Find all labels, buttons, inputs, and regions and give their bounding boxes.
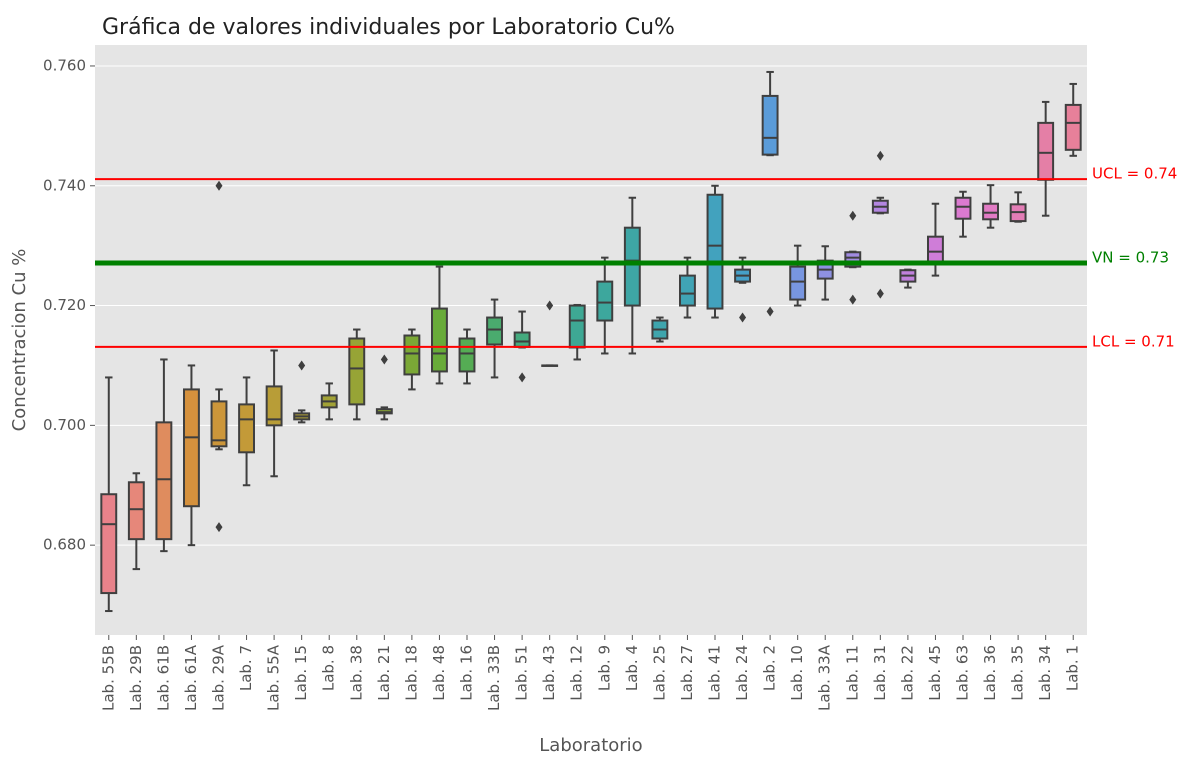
box <box>679 274 696 307</box>
box <box>706 193 724 310</box>
x-tick-label: Lab. 10 <box>788 645 806 701</box>
box <box>982 202 999 221</box>
box <box>623 226 641 307</box>
box <box>183 388 200 508</box>
x-tick-label: Lab. 36 <box>981 645 999 701</box>
reference-label: UCL = 0.74 <box>1092 165 1177 183</box>
x-tick-label: Lab. 16 <box>458 645 476 701</box>
y-tick-label: 0.720 <box>43 296 86 314</box>
x-tick-label: Lab. 41 <box>706 645 724 701</box>
x-tick-label: Lab. 33A <box>816 644 834 711</box>
x-tick-label: Lab. 21 <box>375 645 393 701</box>
x-tick-label: Lab. 29B <box>127 645 145 711</box>
box <box>954 196 972 220</box>
x-tick-label: Lab. 29A <box>210 644 228 711</box>
outlier <box>849 294 857 305</box>
x-tick-label: Lab. 38 <box>347 645 365 701</box>
box <box>596 280 614 322</box>
x-tick-label: Lab. 9 <box>595 645 613 691</box>
reference-label: LCL = 0.71 <box>1092 332 1175 350</box>
chart-title: Gráfica de valores individuales por Labo… <box>102 15 675 40</box>
x-tick-label: Lab. 2 <box>761 645 779 691</box>
box <box>403 334 421 376</box>
box <box>927 235 944 265</box>
box <box>513 331 531 348</box>
plot-area <box>95 45 1087 635</box>
outlier <box>876 288 884 299</box>
y-axis-label: Concentracion Cu % <box>9 249 30 432</box>
outlier <box>215 522 223 533</box>
y-tick-label: 0.760 <box>43 56 86 74</box>
x-tick-label: Lab. 63 <box>954 645 972 701</box>
x-tick-label: Lab. 24 <box>733 645 751 701</box>
x-tick-label: Lab. 7 <box>237 645 255 691</box>
x-tick-label: Lab. 51 <box>513 645 531 701</box>
box <box>100 493 118 595</box>
x-tick-label: Lab. 12 <box>568 645 586 701</box>
x-tick-label: Lab. 48 <box>430 645 448 701</box>
x-tick-label: Lab. 15 <box>292 645 310 701</box>
x-tick-label: Lab. 33B <box>485 645 503 711</box>
x-tick-label: Lab. 8 <box>320 645 338 691</box>
x-tick-label: Lab. 61B <box>154 645 172 711</box>
box <box>458 337 476 373</box>
x-tick-label: Lab. 31 <box>871 645 889 701</box>
x-tick-label: Lab. 11 <box>843 645 861 701</box>
box <box>127 481 145 541</box>
x-tick-label: Lab. 55B <box>99 645 117 711</box>
x-tick-label: Lab. 18 <box>402 645 420 701</box>
x-tick-label: Lab. 4 <box>623 645 641 691</box>
box <box>210 400 228 448</box>
outlier <box>766 306 774 317</box>
outlier <box>876 150 884 161</box>
outlier <box>298 360 306 371</box>
x-tick-label: Lab. 45 <box>926 645 944 701</box>
box <box>1037 121 1055 181</box>
box <box>238 403 255 454</box>
box <box>1064 103 1082 151</box>
box <box>265 385 283 427</box>
box <box>789 265 807 301</box>
x-tick-label: Lab. 27 <box>678 645 696 701</box>
outlier <box>546 300 554 311</box>
x-tick-label: Lab. 61A <box>182 644 200 711</box>
box <box>431 307 448 373</box>
x-axis-label: Laboratorio <box>539 735 642 756</box>
x-tick-label: Lab. 34 <box>1036 645 1054 701</box>
x-tick-label: Lab. 55A <box>265 644 283 711</box>
y-tick-label: 0.740 <box>43 176 86 194</box>
x-tick-label: Lab. 1 <box>1064 645 1082 691</box>
box <box>348 337 366 406</box>
y-tick-label: 0.680 <box>43 536 86 554</box>
x-tick-label: Lab. 25 <box>650 645 668 701</box>
outlier <box>380 354 388 365</box>
outlier <box>849 210 857 221</box>
outlier <box>739 312 747 323</box>
box <box>155 421 173 541</box>
outlier <box>518 372 526 383</box>
x-tick-label: Lab. 22 <box>898 645 916 701</box>
reference-label: VN = 0.73 <box>1092 249 1169 267</box>
box <box>568 304 586 349</box>
box <box>486 316 503 346</box>
x-tick-label: Lab. 43 <box>540 645 558 701</box>
outlier <box>215 180 223 191</box>
box <box>761 94 779 156</box>
y-tick-label: 0.700 <box>43 416 86 434</box>
x-tick-label: Lab. 35 <box>1009 645 1027 701</box>
